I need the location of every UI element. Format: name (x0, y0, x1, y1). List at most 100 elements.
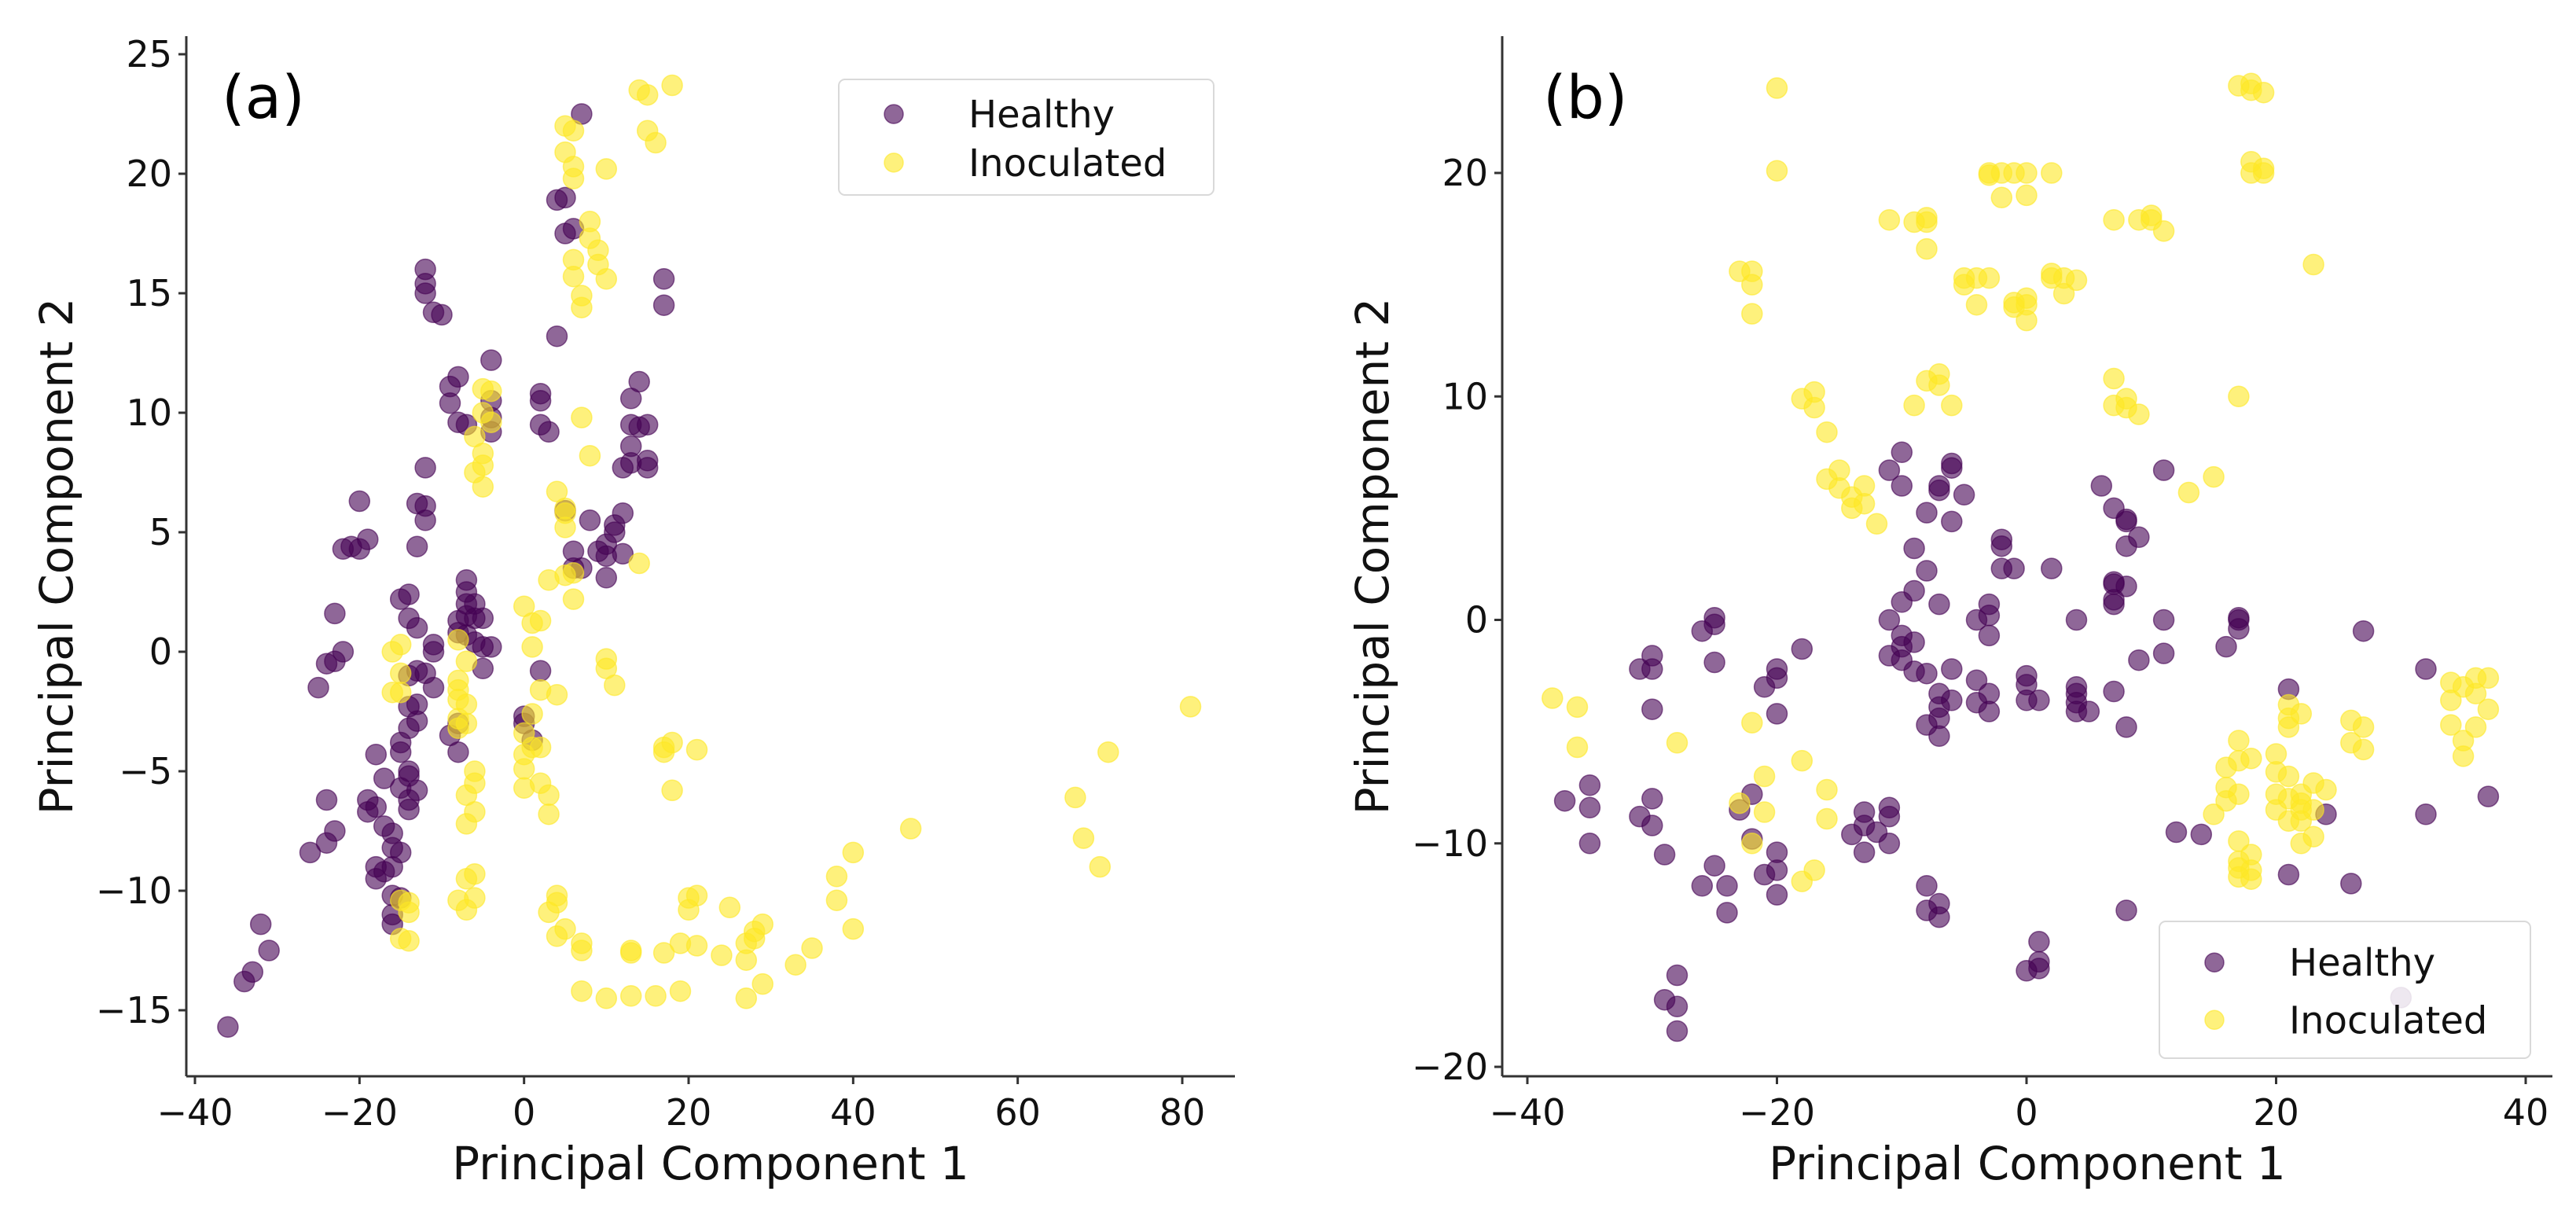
data-point-healthy (1666, 995, 1689, 1018)
data-point-inoculated (2016, 309, 2038, 332)
data-point-inoculated (685, 935, 708, 957)
data-point-inoculated (2352, 738, 2375, 761)
data-point-inoculated (472, 476, 494, 498)
data-point-healthy (1853, 841, 1876, 863)
y-tick-label: 5 (149, 511, 172, 553)
data-point-inoculated (571, 980, 593, 1002)
data-point-healthy (414, 457, 436, 479)
data-point-healthy (414, 258, 436, 281)
x-tick-label: 0 (513, 1091, 535, 1134)
x-tick-label: −20 (322, 1091, 398, 1134)
data-point-inoculated (2152, 220, 2175, 242)
data-point-healthy (1766, 859, 1788, 881)
data-point-healthy (2340, 873, 2362, 895)
y-tick-label: 10 (126, 392, 172, 434)
data-point-healthy (1965, 669, 1988, 691)
data-point-healthy (619, 435, 642, 458)
data-point-inoculated (2464, 682, 2487, 705)
data-point-healthy (2003, 557, 2025, 579)
data-point-inoculated (2277, 716, 2300, 738)
data-point-healthy (480, 349, 502, 371)
data-point-healthy (612, 502, 634, 524)
data-point-inoculated (842, 917, 865, 940)
data-point-inoculated (1990, 186, 2013, 209)
data-point-healthy (217, 1016, 239, 1039)
x-tick-label: 20 (666, 1091, 712, 1134)
legend: Healthy Inoculated (2159, 921, 2531, 1059)
data-point-inoculated (1791, 749, 1813, 772)
x-tick-label: 20 (2253, 1091, 2299, 1134)
data-point-inoculated (455, 650, 478, 672)
data-point-inoculated (1928, 374, 1950, 396)
data-point-inoculated (785, 954, 807, 976)
data-point-inoculated (1816, 778, 1838, 801)
data-point-inoculated (1089, 855, 1112, 878)
data-point-inoculated (751, 913, 774, 936)
data-point-healthy (1691, 875, 1714, 897)
data-point-inoculated (2016, 162, 2038, 184)
data-point-healthy (529, 660, 552, 682)
data-point-inoculated (735, 987, 758, 1009)
data-point-inoculated (1803, 859, 1825, 881)
data-point-healthy (579, 509, 601, 531)
data-point-inoculated (1179, 696, 1202, 718)
data-point-inoculated (595, 158, 618, 180)
data-point-inoculated (398, 930, 420, 952)
data-point-healthy (1928, 906, 1950, 928)
data-point-inoculated (2252, 81, 2275, 104)
data-point-healthy (1978, 605, 2001, 627)
data-point-inoculated (1816, 421, 1838, 443)
data-point-healthy (357, 528, 379, 550)
x-tick-label: 60 (994, 1091, 1041, 1134)
data-point-healthy (414, 495, 436, 517)
data-point-inoculated (2016, 184, 2038, 207)
data-point-healthy (1978, 700, 2001, 722)
data-point-healthy (389, 841, 412, 864)
data-point-healthy (398, 717, 420, 740)
data-point-inoculated (2452, 745, 2475, 767)
data-point-inoculated (2290, 703, 2313, 725)
data-point-inoculated (2128, 403, 2150, 425)
data-point-healthy (472, 607, 494, 630)
data-point-healthy (447, 741, 469, 763)
data-point-healthy (546, 325, 568, 347)
data-point-healthy (2115, 899, 2137, 921)
data-point-healthy (1641, 698, 1663, 720)
data-point-healthy (258, 939, 280, 961)
data-point-inoculated (2228, 730, 2250, 752)
data-point-healthy (2128, 649, 2150, 671)
data-point-inoculated (1741, 833, 1763, 855)
data-point-inoculated (1916, 237, 1938, 260)
data-point-inoculated (2477, 667, 2500, 689)
data-point-inoculated (1729, 792, 1751, 814)
legend-label-healthy: Healthy (2289, 941, 2435, 985)
data-point-inoculated (645, 131, 667, 154)
panel-label: (a) (222, 62, 305, 132)
x-tick-label: −40 (156, 1091, 233, 1134)
data-point-healthy (1941, 452, 1963, 475)
data-point-healthy (406, 535, 428, 557)
data-point-inoculated (2177, 481, 2200, 504)
data-point-inoculated (571, 406, 593, 428)
data-point-healthy (324, 602, 346, 625)
data-point-healthy (299, 841, 322, 864)
data-point-healthy (2415, 658, 2437, 680)
legend-marker-inoculated (884, 153, 904, 173)
data-point-inoculated (2103, 208, 2125, 231)
data-point-inoculated (1903, 394, 1925, 417)
panel-label: (b) (1543, 62, 1628, 132)
data-point-healthy (1791, 638, 1813, 660)
data-point-healthy (1703, 855, 1725, 877)
y-tick-label: 0 (149, 631, 172, 673)
data-point-inoculated (562, 119, 585, 142)
data-point-inoculated (546, 683, 568, 706)
data-point-inoculated (480, 411, 502, 433)
data-point-healthy (1553, 789, 1576, 812)
data-point-inoculated (661, 74, 683, 97)
data-point-inoculated (2203, 803, 2225, 825)
data-point-healthy (315, 789, 338, 811)
data-point-healthy (1641, 658, 1663, 680)
data-point-inoculated (389, 681, 412, 704)
data-point-inoculated (1072, 827, 1095, 849)
